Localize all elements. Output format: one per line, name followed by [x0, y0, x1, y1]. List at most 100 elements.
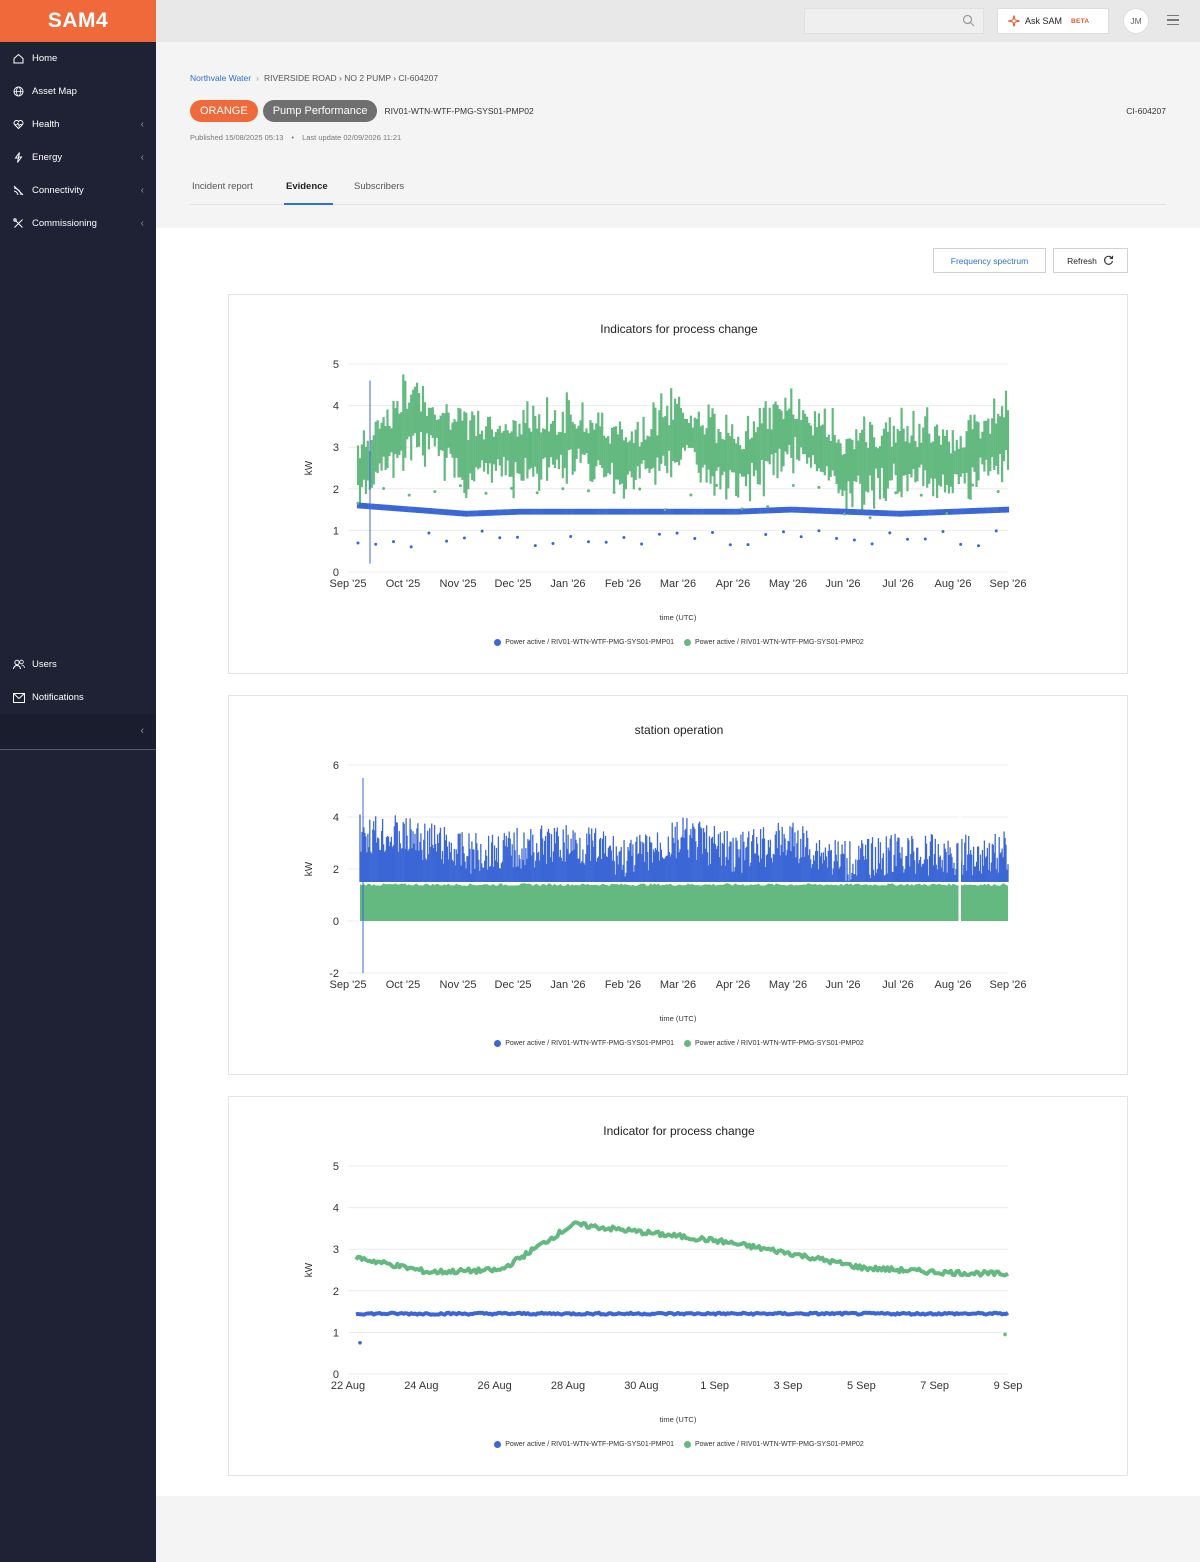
y-tick-label: 0: [333, 567, 339, 579]
series-1-outlier: [462, 536, 466, 540]
x-tick-label: Feb '26: [605, 979, 641, 991]
legend-swatch: [494, 1040, 502, 1047]
tab-evidence[interactable]: Evidence: [286, 181, 328, 192]
series-2-outlier: [715, 483, 718, 487]
legend-item[interactable]: Power active / RIV01-WTN-WTF-PMG-SYS01-P…: [684, 639, 864, 646]
legend-label: Power active / RIV01-WTN-WTF-PMG-SYS01-P…: [505, 1441, 674, 1448]
series-1-outlier: [693, 537, 697, 540]
refresh-button[interactable]: Refresh: [1053, 248, 1128, 273]
page-header: Northvale Water › RIVERSIDE ROAD › NO 2 PU…: [156, 42, 1200, 228]
sidebar-collapse-button[interactable]: ‹: [0, 714, 156, 750]
series-1-outlier: [409, 545, 413, 549]
series-1-outlier: [728, 543, 732, 547]
series-2-line: [354, 1220, 1010, 1278]
chevron-left-icon: ‹: [140, 725, 144, 737]
chart-title: Indicator for process change: [603, 1124, 755, 1138]
series-1-outlier: [516, 535, 519, 539]
sidebar-item-label: Energy: [32, 152, 63, 163]
chart-process-change-detail: 0 1 2 3 4 5 22 Aug 24 Aug 26 Aug 28 Aug 30 Aug 1 Se…: [304, 1161, 1023, 1424]
series-1-outlier: [994, 529, 998, 533]
series-2-outlier: [740, 507, 744, 511]
series-2-outlier: [382, 487, 386, 490]
legend-label: Power active / RIV01-WTN-WTF-PMG-SYS01-P…: [695, 639, 864, 646]
legend-item[interactable]: Power active / RIV01-WTN-WTF-PMG-SYS01-P…: [494, 1441, 674, 1448]
x-tick-label: 9 Sep: [994, 1380, 1023, 1392]
series-1-outlier: [533, 544, 537, 548]
sidebar-item-health[interactable]: Health ‹: [0, 108, 156, 141]
series-1-outlier: [941, 530, 945, 533]
series-2-outlier: [535, 491, 539, 495]
ci-id: CI-604207: [1126, 106, 1166, 116]
x-tick-label: Dec '25: [495, 979, 532, 991]
series-1-outlier: [480, 529, 484, 533]
sidebar-item-commissioning[interactable]: Commissioning ‹: [0, 207, 156, 240]
x-tick-label: May '26: [769, 578, 807, 590]
chart-process-change: 0 1 2 3 4 5 Sep '25 Oct '25 Nov '25 Dec '25 Jan '2…: [304, 359, 1027, 622]
sidebar-item-users[interactable]: Users: [0, 648, 156, 681]
legend-item[interactable]: Power active / RIV01-WTN-WTF-PMG-SYS01-P…: [684, 1040, 864, 1047]
refresh-icon: [1103, 255, 1114, 266]
y-tick-label: 6: [333, 760, 339, 772]
top-bar: Ask SAM BETA JM: [156, 0, 1200, 42]
series-2-outlier: [561, 487, 565, 491]
x-tick-label: 28 Aug: [551, 1380, 585, 1392]
x-tick-label: Jun '26: [825, 578, 860, 590]
tab-incident-report[interactable]: Incident report: [192, 181, 253, 192]
x-tick-label: 1 Sep: [700, 1380, 729, 1392]
search-input[interactable]: [804, 8, 984, 34]
x-tick-label: 5 Sep: [847, 1380, 876, 1392]
legend-item[interactable]: Power active / RIV01-WTN-WTF-PMG-SYS01-P…: [494, 1040, 674, 1047]
x-tick-label: Jul '26: [882, 578, 913, 590]
x-tick-label: 24 Aug: [404, 1380, 438, 1392]
sparkle-icon: [1008, 15, 1020, 27]
sidebar-item-label: Connectivity: [32, 185, 84, 196]
series-2-outlier: [689, 493, 693, 497]
beta-badge: BETA: [1071, 17, 1090, 25]
x-tick-label: 3 Sep: [774, 1380, 803, 1392]
menu-icon[interactable]: [1167, 15, 1179, 28]
series-1-outlier: [657, 532, 661, 536]
frequency-spectrum-button[interactable]: Frequency spectrum: [933, 248, 1046, 273]
series-1-line: [355, 1310, 1010, 1317]
legend-swatch: [684, 639, 691, 646]
x-tick-label: Sep '26: [990, 578, 1027, 590]
x-tick-label: Feb '26: [605, 578, 641, 590]
series-1-outlier: [764, 533, 768, 536]
tab-subscribers[interactable]: Subscribers: [354, 181, 405, 192]
app-logo[interactable]: SAM4: [0, 0, 156, 42]
sidebar-item-asset-map[interactable]: Asset Map: [0, 75, 156, 108]
ask-sam-button[interactable]: Ask SAM BETA: [997, 8, 1109, 34]
breadcrumb-link[interactable]: Northvale Water: [190, 73, 252, 83]
breadcrumb: Northvale Water › RIVERSIDE ROAD › NO 2 PU…: [190, 73, 438, 83]
sidebar-item-notifications[interactable]: Notifications: [0, 681, 156, 714]
status-badge: ORANGE: [190, 100, 258, 122]
y-tick-label: 0: [333, 916, 339, 928]
sidebar-item-label: Users: [32, 659, 57, 670]
sidebar-item-label: Commissioning: [32, 218, 97, 229]
series-1-outlier: [445, 539, 449, 543]
sidebar-item-connectivity[interactable]: Connectivity ‹: [0, 174, 156, 207]
chevron-left-icon: ‹: [140, 185, 144, 196]
series-1-outlier: [906, 537, 909, 541]
sidebar-item-label: Health: [32, 119, 60, 130]
legend-swatch: [494, 1441, 502, 1448]
x-tick-label: Sep '25: [330, 578, 367, 590]
sidebar-item-energy[interactable]: Energy ‹: [0, 141, 156, 174]
series-2-outlier: [996, 490, 1000, 493]
series-1-outlier: [569, 535, 573, 538]
chart-legend: Power active / RIV01-WTN-WTF-PMG-SYS01-P…: [229, 639, 1129, 646]
legend-item[interactable]: Power active / RIV01-WTN-WTF-PMG-SYS01-P…: [494, 639, 674, 646]
series-1-outlier: [888, 531, 892, 535]
series-1-outlier: [959, 542, 963, 546]
y-axis-label: kW: [304, 460, 315, 475]
sidebar: SAM4 Home Asset Map Health ‹ Energy ‹ Connecti…: [0, 0, 156, 1562]
evidence-content: Frequency spectrum Refresh Indicators fo…: [156, 228, 1200, 1496]
series-2-outlier: [894, 491, 898, 495]
avatar[interactable]: JM: [1123, 8, 1149, 34]
legend-item[interactable]: Power active / RIV01-WTN-WTF-PMG-SYS01-P…: [684, 1441, 864, 1448]
series-2-outlier: [843, 512, 846, 516]
series-1-outlier: [358, 1341, 362, 1345]
sidebar-item-home[interactable]: Home: [0, 42, 156, 75]
series-1-outlier: [977, 544, 980, 548]
published-date: Published 15/08/2025 05:13: [190, 133, 284, 142]
